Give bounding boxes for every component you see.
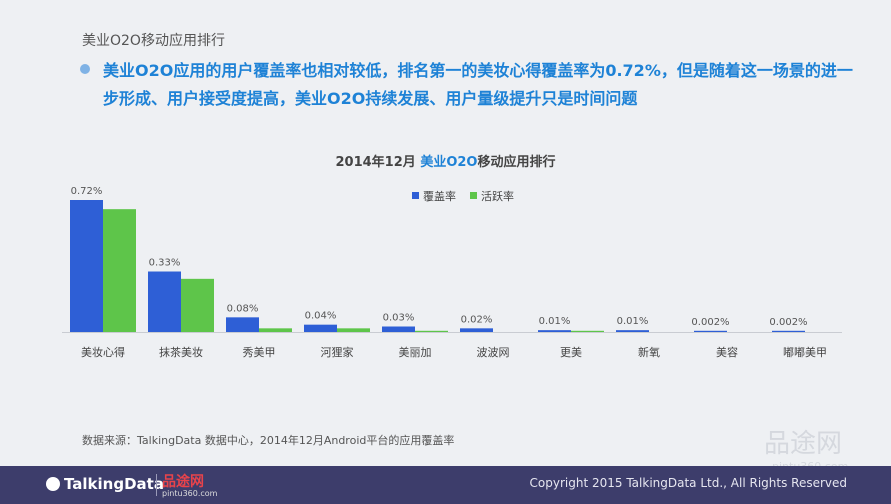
footer-bar <box>0 466 891 504</box>
copyright-text: Copyright 2015 TalkingData Ltd., All Rig… <box>529 476 847 490</box>
legend-label-1: 活跃率 <box>481 189 514 203</box>
x-tick-label-5: 波波网 <box>477 346 510 359</box>
chart-title-suffix: 移动应用排行 <box>477 155 556 170</box>
x-tick-label-6: 更美 <box>560 346 582 359</box>
bar-coverage-3 <box>304 324 337 332</box>
logo-divider <box>156 474 157 496</box>
chart-title-highlight: 美业O2O <box>420 155 478 170</box>
legend-swatch-0 <box>412 192 419 199</box>
bar-coverage-0 <box>70 200 103 332</box>
bar-active-3 <box>337 328 370 332</box>
bar-coverage-1 <box>148 271 181 332</box>
bar-coverage-2 <box>226 317 259 332</box>
pintu-logo: 品途网 <box>162 474 204 490</box>
bar-coverage-6 <box>538 330 571 332</box>
bar-active-2 <box>259 328 292 332</box>
bar-active-4 <box>415 330 448 332</box>
chart-title-prefix: 2014年12月 <box>335 155 421 170</box>
data-label-6: 0.01% <box>539 316 571 327</box>
data-label-5: 0.02% <box>461 314 493 325</box>
x-tick-label-1: 抹茶美妆 <box>159 346 203 359</box>
x-tick-label-4: 美丽加 <box>399 346 432 359</box>
data-label-8: 0.002% <box>691 317 729 328</box>
talkingdata-logo: TalkingData <box>46 475 164 493</box>
x-tick-label-0: 美妆心得 <box>81 346 125 359</box>
x-tick-label-7: 新氧 <box>638 345 660 359</box>
bar-chart: 0.72% 美妆心得 0.33% 抹茶美妆 0.08% 秀美甲 0.04% 河狸家 0.03% 美… <box>62 186 842 359</box>
bar-active-6 <box>571 330 604 332</box>
header-title: 美业O2O移动应用排行 <box>82 33 225 49</box>
data-label-9: 0.002% <box>769 317 807 328</box>
source-note: 数据来源：TalkingData 数据中心，2014年12月Android平台的… <box>82 434 455 447</box>
bar-coverage-8 <box>694 330 727 332</box>
data-label-4: 0.03% <box>383 313 415 324</box>
data-label-7: 0.01% <box>617 316 649 327</box>
bar-active-0 <box>103 209 136 332</box>
data-label-0: 0.72% <box>71 186 103 197</box>
bar-coverage-5 <box>460 328 493 332</box>
x-tick-label-9: 嘟嘟美甲 <box>783 346 827 359</box>
x-tick-label-3: 河狸家 <box>321 345 354 359</box>
data-label-1: 0.33% <box>149 258 181 269</box>
headline-text: 美业O2O应用的用户覆盖率也相对较低，排名第一的美妆心得覆盖率为0.72%，但是… <box>103 61 853 108</box>
bar-coverage-9 <box>772 330 805 332</box>
bullet-icon <box>80 64 90 74</box>
x-tick-label-2: 秀美甲 <box>243 346 276 359</box>
chart-title: 2014年12月 美业O2O移动应用排行 <box>0 151 891 170</box>
legend-swatch-1 <box>470 192 477 199</box>
talkingdata-logo-icon <box>46 477 60 491</box>
legend-label-0: 覆盖率 <box>423 189 456 203</box>
data-label-3: 0.04% <box>305 311 337 322</box>
bar-active-1 <box>181 278 214 332</box>
data-label-2: 0.08% <box>227 303 259 314</box>
watermark-logo: 品途网 <box>764 429 843 459</box>
bar-coverage-7 <box>616 330 649 332</box>
bar-coverage-4 <box>382 326 415 332</box>
x-tick-label-8: 美容 <box>716 345 738 359</box>
talkingdata-logo-text: TalkingData <box>64 475 164 493</box>
pintu-logo-url: pintu360.com <box>162 489 218 498</box>
